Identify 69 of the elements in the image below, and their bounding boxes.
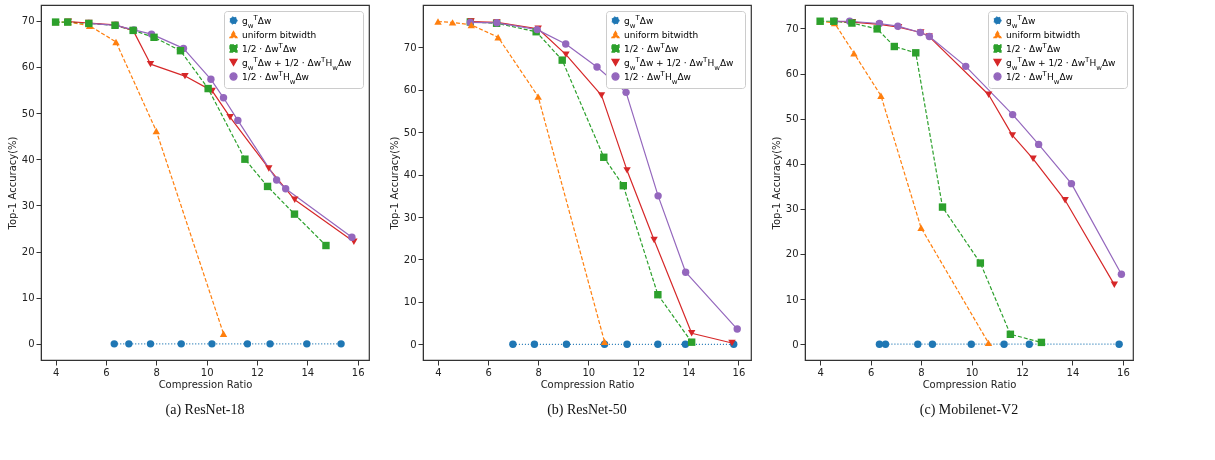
legend-label: g$_{w}$$^{T}$Δw + 1/2 · Δw$^{T}$H$_{w}$Δw [242, 55, 352, 72]
legend-label: g$_{w}$$^{T}$Δw [242, 13, 272, 30]
x-tick-label: 16 [1117, 366, 1130, 378]
x-tick-label: 12 [251, 366, 264, 378]
y-tick-label: 10 [785, 293, 799, 305]
x-tick-label: 8 [918, 366, 925, 378]
x-tick-label: 6 [867, 366, 875, 378]
y-tick-label: 40 [785, 158, 799, 170]
y-tick-label: 60 [21, 61, 35, 73]
x-tick-label: 10 [582, 366, 596, 378]
legend-label: uniform bitwidth [242, 29, 317, 40]
legend-label: 1/2 · Δw$^{T}$H$_{w}$Δw [242, 69, 309, 86]
legend-label: g$_{w}$$^{T}$Δw + 1/2 · Δw$^{T}$H$_{w}$Δw [1006, 55, 1116, 72]
x-axis-title: Compression Ratio [922, 378, 1017, 390]
legend-label: g$_{w}$$^{T}$Δw [624, 13, 654, 30]
y-tick-label: 40 [21, 153, 35, 165]
y-tick-label: 20 [785, 248, 799, 260]
y-tick-label: 10 [403, 296, 417, 308]
x-tick-label: 14 [1066, 366, 1080, 378]
y-tick-label: 0 [28, 338, 35, 350]
y-tick-label: 60 [403, 84, 417, 96]
y-tick-label: 70 [21, 15, 35, 27]
y-tick-label: 50 [785, 113, 799, 125]
y-tick-label: 10 [21, 292, 35, 304]
x-tick-label: 4 [435, 366, 442, 378]
y-tick-label: 30 [785, 203, 799, 215]
y-tick-label: 20 [403, 253, 417, 265]
x-axis-title: Compression Ratio [158, 378, 253, 390]
y-tick-label: 40 [403, 169, 417, 181]
y-tick-label: 0 [410, 338, 417, 350]
text: (c) Mobilenet-V2 [919, 402, 1019, 418]
y-axis-title: Top-1 Accuracy(%) [6, 136, 18, 231]
legend-label: 1/2 · Δw$^{T}$H$_{w}$Δw [1006, 69, 1073, 86]
legend-label: uniform bitwidth [624, 29, 699, 40]
y-tick-label: 20 [21, 246, 35, 258]
x-tick-label: 10 [965, 366, 979, 378]
x-tick-label: 14 [682, 366, 696, 378]
x-tick-label: 4 [817, 366, 824, 378]
legend-label: 1/2 · Δw$^{T}$H$_{w}$Δw [624, 69, 691, 86]
legend-label: 1/2 · Δw$^{T}$Δw [1006, 41, 1061, 54]
y-tick-label: 50 [21, 107, 35, 119]
y-tick-label: 60 [785, 68, 799, 80]
x-tick-label: 14 [301, 366, 315, 378]
y-tick-label: 0 [792, 338, 799, 350]
x-tick-label: 12 [1016, 366, 1029, 378]
text: (b) ResNet-50 [547, 402, 627, 418]
legend-label: g$_{w}$$^{T}$Δw + 1/2 · Δw$^{T}$H$_{w}$Δw [624, 55, 734, 72]
x-tick-label: 8 [153, 366, 160, 378]
y-tick-label: 70 [403, 41, 417, 53]
x-tick-label: 10 [200, 366, 214, 378]
legend-label: g$_{w}$$^{T}$Δw [1006, 13, 1036, 30]
x-tick-label: 8 [535, 366, 542, 378]
x-axis-title: Compression Ratio [540, 378, 635, 390]
x-tick-label: 6 [485, 366, 492, 378]
y-tick-label: 30 [21, 199, 35, 211]
y-tick-label: 50 [403, 126, 417, 138]
y-axis-title: Top-1 Accuracy(%) [770, 136, 782, 231]
y-tick-label: 30 [403, 211, 417, 223]
legend-label: 1/2 · Δw$^{T}$Δw [624, 41, 679, 54]
y-axis-title: Top-1 Accuracy(%) [388, 136, 400, 231]
x-tick-label: 12 [632, 366, 646, 378]
y-tick-label: 70 [785, 22, 799, 34]
x-tick-label: 16 [351, 366, 365, 378]
legend-label: uniform bitwidth [1006, 29, 1081, 40]
x-tick-label: 6 [103, 366, 110, 378]
x-tick-label: 16 [732, 366, 746, 378]
text: (a) ResNet-18 [165, 402, 245, 418]
x-tick-label: 4 [52, 366, 60, 378]
legend-label: 1/2 · Δw$^{T}$Δw [242, 41, 297, 54]
